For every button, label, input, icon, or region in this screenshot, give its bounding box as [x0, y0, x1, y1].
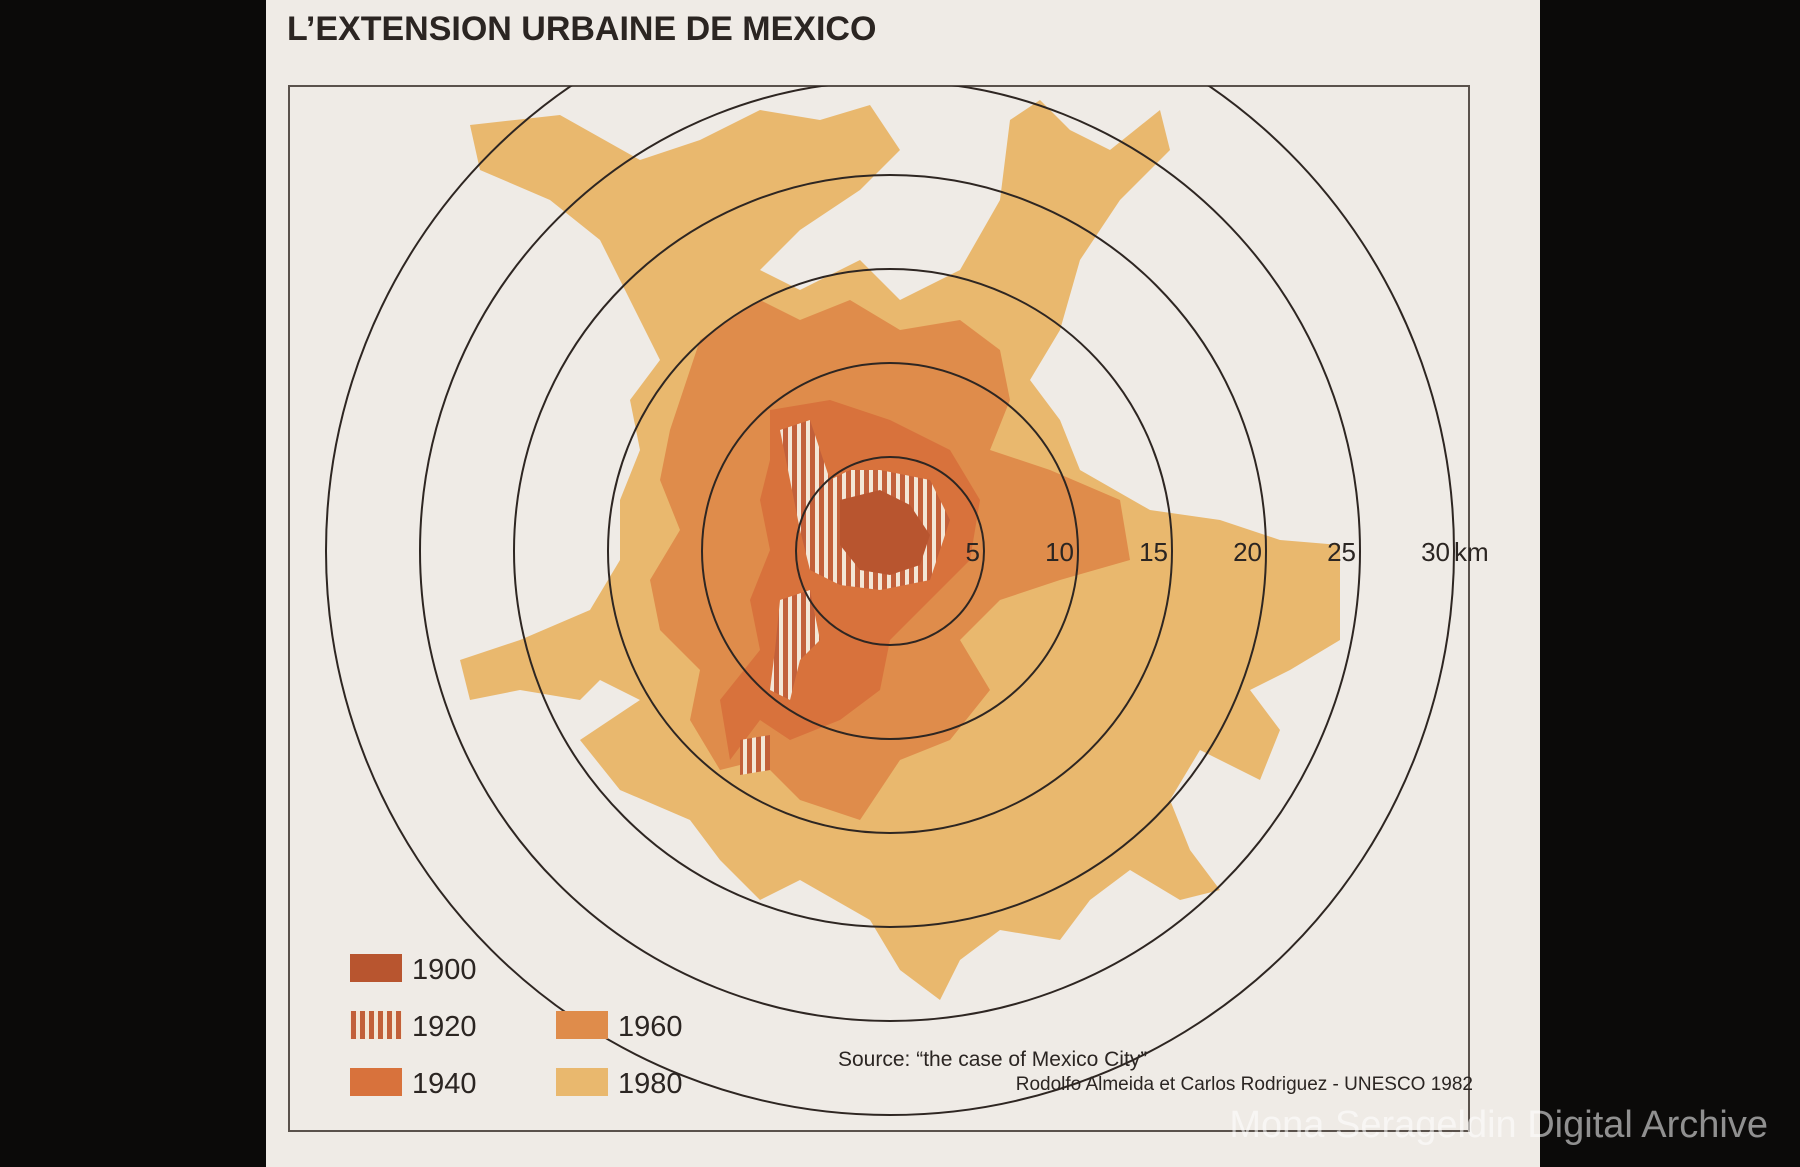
urban-areas	[325, 86, 1455, 1116]
ring	[607, 268, 1173, 834]
source-credit: Rodolfo Almeida et Carlos Rodriguez - UN…	[1016, 1074, 1473, 1095]
legend-label: 1980	[618, 1068, 683, 1100]
legend-swatch	[350, 1068, 402, 1096]
legend-label: 1960	[618, 1011, 683, 1043]
legend: 1900 1920 1940 1960 1980	[350, 954, 683, 1100]
area-1900	[840, 490, 930, 575]
frame	[288, 85, 1470, 1132]
legend-label: 1940	[412, 1068, 477, 1100]
legend-swatch	[350, 954, 402, 982]
ring	[513, 174, 1267, 928]
watermark: Mona Serageldin Digital Archive	[1229, 1104, 1768, 1146]
legend-label: 1900	[412, 954, 477, 986]
source-line: Source: “the case of Mexico City”	[838, 1048, 1147, 1071]
legend-swatch	[556, 1068, 608, 1096]
ring-label: 15	[1139, 537, 1168, 567]
ring-labels: 5 10 15 20 25 30 km	[966, 537, 1489, 567]
ring-label: 5	[966, 537, 980, 567]
ring-unit: km	[1454, 537, 1489, 567]
legend-swatch	[350, 1011, 402, 1039]
legend-label: 1920	[412, 1011, 477, 1043]
distance-rings	[325, 86, 1455, 1116]
ring	[701, 362, 1079, 740]
ring-label: 20	[1233, 537, 1262, 567]
ring-label: 25	[1327, 537, 1356, 567]
title: L’EXTENSION URBAINE DE MEXICO	[287, 10, 876, 48]
legend-swatch	[556, 1011, 608, 1039]
ring	[325, 86, 1455, 1116]
ring	[795, 456, 985, 646]
ring-label: 30	[1421, 537, 1450, 567]
ring	[419, 86, 1361, 1022]
ring-label: 10	[1045, 537, 1074, 567]
